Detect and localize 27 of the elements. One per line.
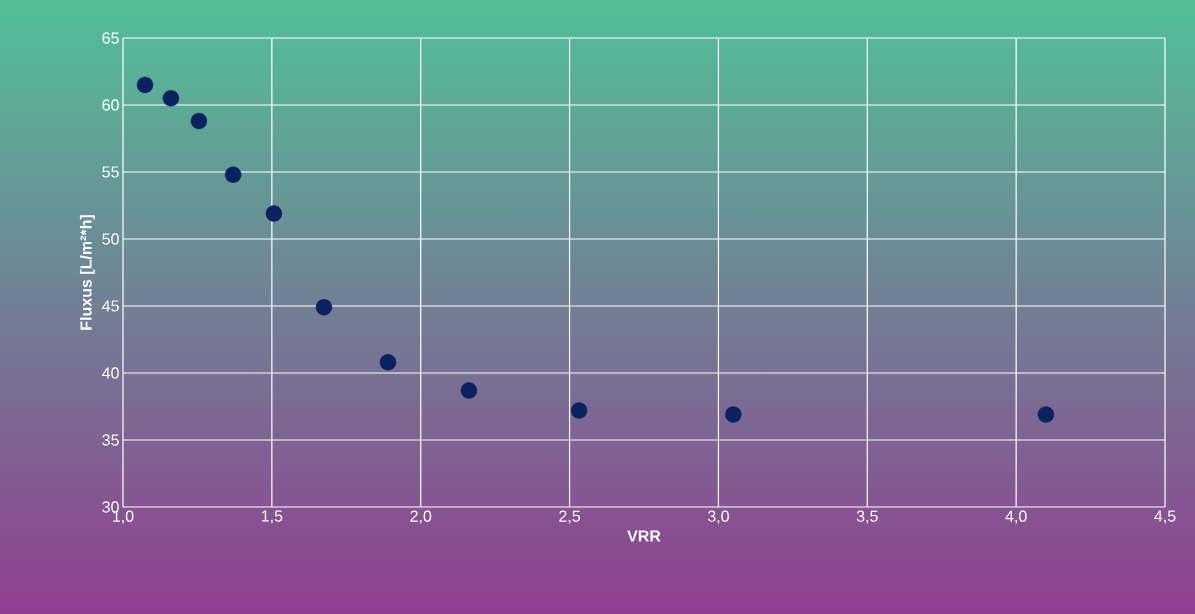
point [265, 205, 283, 222]
point [136, 76, 154, 94]
x-tick-label: 3,0 [707, 510, 729, 524]
point [190, 112, 208, 130]
x-tick-label: 2,5 [559, 510, 581, 524]
point [725, 406, 742, 423]
y-axis-title: Fluxus [L/m²*h] [79, 215, 95, 330]
x-tick-label: 3,5 [856, 510, 878, 524]
x-tick-label: 4,5 [1154, 510, 1176, 524]
point [1037, 406, 1055, 423]
x-tick-label: 1,5 [261, 510, 283, 524]
x-axis-title: VRR [627, 530, 661, 542]
y-tick-label: 40 [102, 367, 119, 379]
y-tick-label: 60 [102, 99, 119, 111]
point [162, 90, 180, 107]
point [315, 299, 333, 316]
y-tick-label: 55 [102, 166, 119, 178]
point [224, 166, 242, 183]
x-tick-label: 4,0 [1005, 510, 1027, 524]
point [460, 382, 478, 399]
point [379, 354, 397, 371]
y-tick-label: 45 [102, 300, 119, 312]
y-tick-label: 65 [102, 32, 119, 44]
y-tick-label: 50 [102, 233, 119, 245]
x-tick-label: 2,0 [410, 510, 432, 524]
point [570, 402, 588, 419]
y-tick-label: 35 [102, 434, 119, 446]
